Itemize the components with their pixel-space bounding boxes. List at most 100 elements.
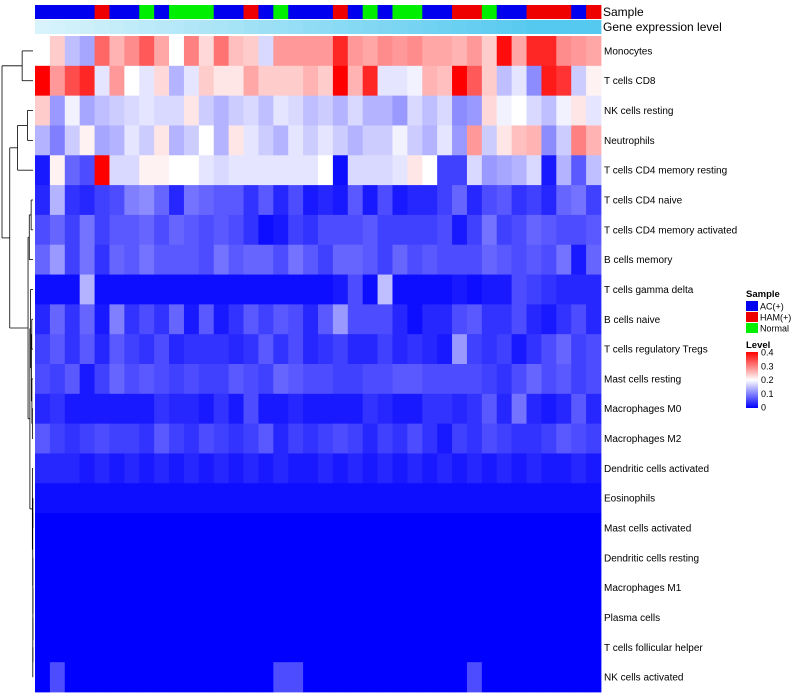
heatmap-cell xyxy=(347,65,364,97)
heatmap-cell xyxy=(228,304,244,335)
heatmap-cell xyxy=(273,662,289,693)
heatmap-cell xyxy=(273,36,289,67)
heatmap-cell xyxy=(258,572,274,603)
heatmap-cell xyxy=(452,662,468,693)
heatmap-cell xyxy=(169,423,185,454)
heatmap-cell xyxy=(392,393,408,425)
heatmap-cell xyxy=(452,304,468,335)
heatmap-cell xyxy=(586,513,602,544)
heatmap-cell xyxy=(332,393,349,425)
heatmap-cell xyxy=(79,125,95,156)
heatmap-cell xyxy=(541,602,557,633)
heatmap-cell xyxy=(303,185,319,216)
heatmap-cell xyxy=(64,304,81,335)
heatmap-cell xyxy=(243,632,259,663)
heatmap-cell xyxy=(79,453,95,484)
heatmap-cell xyxy=(496,393,513,425)
heatmap-cell xyxy=(362,453,378,484)
heatmap-cell xyxy=(154,155,170,186)
heatmap-cell xyxy=(541,513,557,544)
heatmap-cell xyxy=(154,214,170,246)
heatmap-cell xyxy=(392,185,408,216)
level-legend-tick: 0.4 xyxy=(761,348,774,358)
heatmap-cell xyxy=(496,364,513,395)
expression-anno-cell xyxy=(124,20,140,34)
heatmap-cell xyxy=(64,185,81,216)
heatmap-cell xyxy=(258,214,274,246)
row-label: Macrophages M0 xyxy=(604,404,682,415)
heatmap-cell xyxy=(466,632,483,663)
row-label: T cells CD4 naive xyxy=(604,196,683,207)
heatmap-cell xyxy=(243,662,259,693)
expression-anno-cell xyxy=(273,20,289,34)
heatmap-cell xyxy=(452,214,468,246)
heatmap-cell xyxy=(258,602,274,633)
heatmap-cell xyxy=(109,364,125,395)
heatmap-cell xyxy=(228,393,244,425)
heatmap-cell xyxy=(362,483,378,514)
heatmap-cell xyxy=(94,423,110,454)
heatmap-cell xyxy=(49,542,66,574)
heatmap-cell xyxy=(511,572,527,603)
row-label: NK cells resting xyxy=(604,106,673,117)
heatmap-cell xyxy=(511,304,527,335)
heatmap-cell xyxy=(407,513,423,544)
level-legend: Level 0.4 0.3 0.2 0.1 0 xyxy=(746,340,774,413)
heatmap-cell xyxy=(526,155,542,186)
heatmap-cell xyxy=(124,364,140,395)
heatmap-cell xyxy=(243,244,259,275)
heatmap-cell xyxy=(228,334,244,365)
heatmap-cell xyxy=(273,214,289,246)
heatmap-cell xyxy=(273,274,289,305)
heatmap-cell xyxy=(437,572,453,603)
heatmap-cell xyxy=(64,274,81,305)
heatmap-cell xyxy=(407,334,423,365)
heatmap-cell xyxy=(124,662,140,693)
heatmap-cell xyxy=(347,453,364,484)
sample-anno-cell xyxy=(169,5,185,19)
heatmap-cell xyxy=(481,662,498,693)
heatmap-cell xyxy=(347,393,364,425)
expression-anno-cell xyxy=(228,20,244,34)
heatmap-cell xyxy=(169,483,185,514)
heatmap-cell xyxy=(422,602,438,633)
heatmap-cell xyxy=(228,662,244,693)
level-legend-tick: 0.3 xyxy=(761,361,774,371)
heatmap-cell xyxy=(556,364,572,395)
heatmap-cell xyxy=(79,155,95,186)
heatmap-cell xyxy=(124,65,140,97)
heatmap-cell xyxy=(377,483,393,514)
heatmap-cell xyxy=(288,274,304,305)
heatmap-cell xyxy=(64,423,81,454)
heatmap-cell xyxy=(198,542,215,574)
heatmap-cell xyxy=(586,423,602,454)
heatmap-cell xyxy=(586,155,602,186)
heatmap-cell xyxy=(318,244,334,275)
heatmap-cell xyxy=(288,393,304,425)
heatmap-cell xyxy=(183,453,200,484)
heatmap-cell xyxy=(139,423,155,454)
heatmap-cell xyxy=(347,95,364,126)
heatmap-cell xyxy=(303,125,319,156)
heatmap-cell xyxy=(228,125,244,156)
heatmap-cell xyxy=(392,632,408,663)
heatmap-cell xyxy=(109,542,125,574)
heatmap-cell xyxy=(318,364,334,395)
heatmap-cell xyxy=(318,95,334,126)
row-label: Neutrophils xyxy=(604,136,655,147)
level-legend-tick: 0.1 xyxy=(761,389,774,399)
heatmap-cell xyxy=(377,304,393,335)
heatmap-cell xyxy=(124,483,140,514)
heatmap-cell xyxy=(213,483,230,514)
heatmap-cell xyxy=(94,483,110,514)
heatmap-cell xyxy=(556,334,572,365)
heatmap-cell xyxy=(332,95,349,126)
heatmap-cell xyxy=(541,244,557,275)
heatmap-cell xyxy=(362,542,378,574)
expression-anno-cell xyxy=(35,20,51,34)
heatmap-cell xyxy=(362,65,378,97)
heatmap-cell xyxy=(318,483,334,514)
heatmap-cell xyxy=(437,483,453,514)
heatmap-cell xyxy=(586,632,602,663)
